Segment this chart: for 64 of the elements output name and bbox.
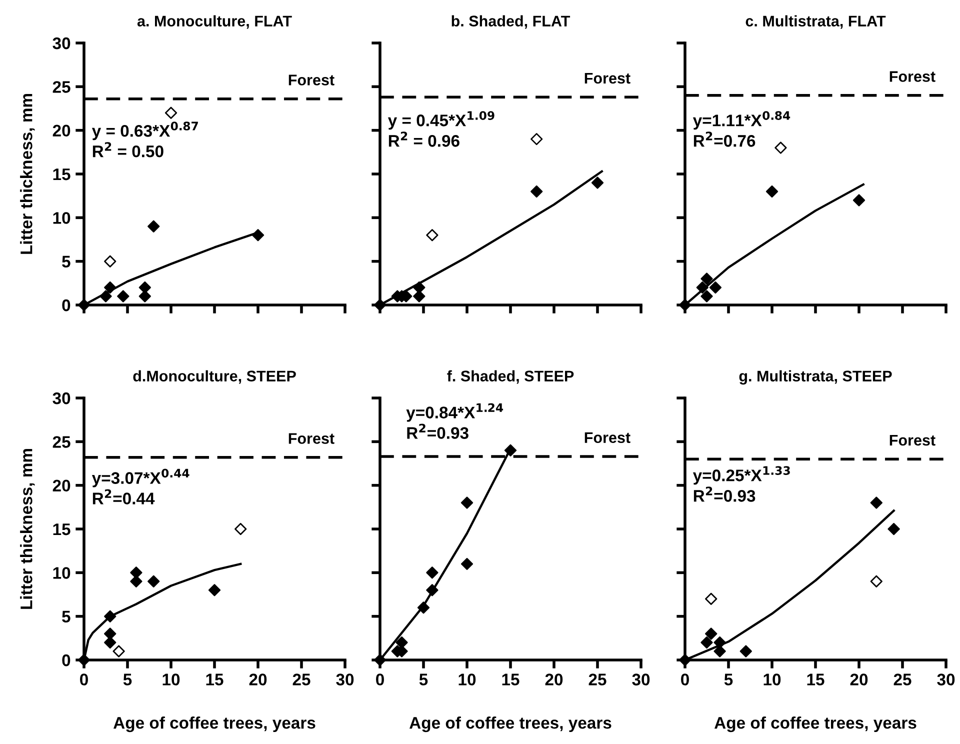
y-axis-title: Litter thickness, mm: [20, 448, 35, 609]
x-tick-label: 10: [162, 674, 180, 686]
y-tick-label: 5: [62, 610, 70, 623]
chart-title: f. Shaded, STEEP: [447, 370, 574, 384]
y-tick-label: 30: [52, 392, 70, 404]
x-tick-label: 10: [458, 674, 476, 686]
x-axis-title: Age of coffee trees, years: [113, 716, 316, 732]
ref-line-label: Forest: [890, 71, 936, 82]
x-tick-label: 10: [764, 674, 781, 686]
y-tick-label: 10: [53, 212, 70, 224]
annotation: y = 0.63*X$^{0.87}$: [92, 122, 198, 140]
x-tick-label: 25: [588, 674, 606, 686]
y-tick-label: 20: [52, 124, 70, 137]
x-tick-label: 5: [724, 674, 733, 686]
x-tick-label: 25: [292, 674, 310, 686]
y-tick-label: 15: [53, 524, 70, 536]
x-tick-label: 30: [937, 674, 955, 686]
y-tick-label: 5: [62, 256, 70, 268]
y-tick-label: 20: [52, 480, 70, 492]
x-tick-label: 30: [336, 674, 354, 686]
annotation: y=0.25*X$^{1.33}$: [692, 466, 790, 485]
chart-title: a. Monoculture, FLAT: [137, 15, 292, 29]
x-tick-label: 5: [419, 674, 428, 686]
x-tick-label: 15: [502, 674, 520, 686]
annotation: y=3.07*X$^{0.44}$: [92, 468, 190, 488]
x-tick-label: 0: [376, 674, 384, 686]
y-tick-label: 15: [53, 168, 70, 180]
ref-line-label: Forest: [890, 434, 936, 446]
y-tick-label: 10: [53, 567, 70, 579]
annotation: R$^{2}$=0.93: [407, 424, 468, 439]
annotation: R$^{2}$ = 0.50: [92, 142, 164, 158]
chart-title: g. Multistrata, STEEP: [739, 370, 892, 385]
y-tick-label: 0: [62, 299, 70, 312]
y-axis-title: Litter thickness, mm: [20, 94, 35, 254]
x-tick-label: 25: [894, 674, 912, 686]
y-tick-label: 30: [52, 37, 70, 50]
x-tick-label: 5: [123, 674, 132, 686]
chart-title: b. Shaded, FLAT: [452, 15, 570, 29]
annotation: y = 0.45*X$^{1.09}$: [388, 111, 494, 130]
x-tick-label: 0: [681, 674, 689, 686]
annotation: R$^{2}$=0.44: [92, 489, 155, 504]
x-tick-label: 30: [632, 674, 650, 686]
annotation: y=0.84*X$^{1.24}$: [406, 403, 504, 422]
y-tick-label: 0: [62, 654, 70, 666]
x-tick-label: 15: [807, 674, 824, 686]
y-tick-label: 25: [52, 81, 70, 93]
x-tick-label: 20: [545, 674, 563, 686]
ref-line-label: Forest: [584, 432, 630, 444]
annotation: y=1.11*X$^{0.84}$: [692, 111, 790, 130]
chart-title: d.Monoculture, STEEP: [133, 370, 296, 384]
y-tick-label: 25: [52, 436, 70, 448]
ref-line-label: Forest: [288, 433, 334, 444]
x-tick-label: 15: [206, 674, 224, 686]
x-axis-title: Age of coffee trees, years: [714, 716, 916, 732]
annotation: R$^{2}$=0.76: [694, 132, 756, 147]
ref-line-label: Forest: [584, 72, 630, 84]
annotation: R$^{2}$=0.93: [694, 486, 756, 502]
x-tick-label: 20: [850, 674, 868, 686]
x-tick-label: 20: [249, 674, 267, 686]
ref-line-label: Forest: [288, 74, 334, 86]
x-tick-label: 0: [80, 674, 88, 686]
annotation: R$^{2}$ = 0.96: [388, 132, 460, 147]
x-axis-title: Age of coffee trees, years: [409, 716, 612, 732]
chart-title: c. Multistrata, FLAT: [746, 15, 886, 29]
